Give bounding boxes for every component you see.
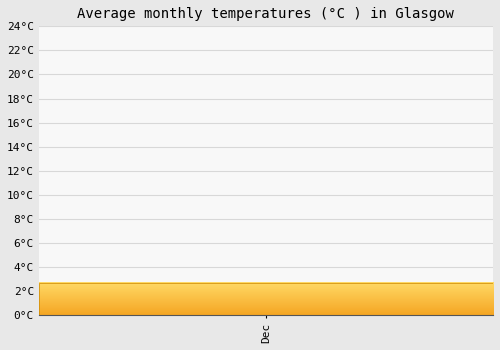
Bar — [39, 283, 493, 315]
Title: Average monthly temperatures (°C ) in Glasgow: Average monthly temperatures (°C ) in Gl… — [78, 7, 454, 21]
Bar — [39, 283, 493, 315]
